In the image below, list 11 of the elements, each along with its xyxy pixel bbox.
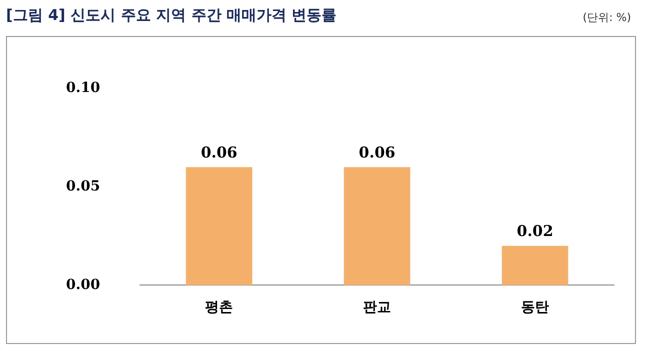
chart-title: [그림 4] 신도시 주요 지역 주간 매매가격 변동률 — [6, 6, 337, 25]
y-tick-label: 0.00 — [66, 276, 100, 293]
y-tick-label: 0.05 — [66, 178, 100, 194]
data-label: 0.06 — [200, 144, 238, 162]
text: (단위: %) — [582, 10, 631, 25]
x-tick-label: 판교 — [363, 298, 392, 314]
data-label: 0.02 — [516, 222, 554, 240]
x-tick-label: 동탄 — [521, 298, 550, 314]
data-label: 0.06 — [358, 144, 396, 162]
y-tick-label: 0.10 — [66, 80, 100, 96]
x-tick-label: 평촌 — [205, 298, 234, 314]
